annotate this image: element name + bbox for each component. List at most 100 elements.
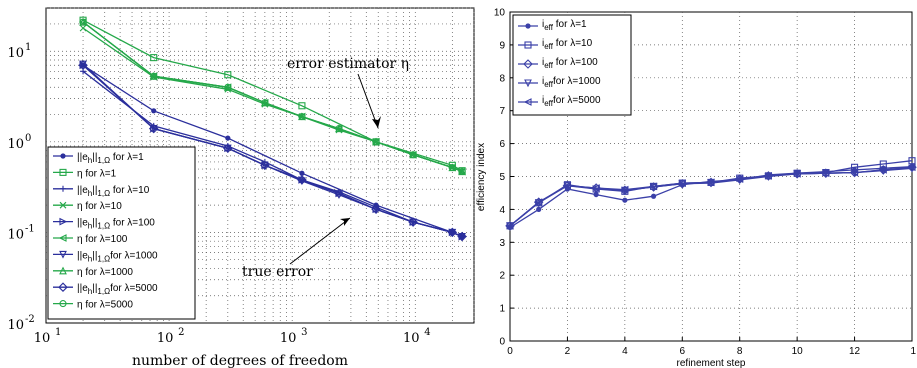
legend-marker [60, 153, 66, 159]
x-tick-label: 8 [737, 346, 743, 357]
data-point [261, 99, 269, 107]
data-point [224, 83, 232, 91]
data-point [297, 175, 307, 185]
data-point [764, 171, 772, 180]
legend-marker [58, 234, 67, 242]
data-point [563, 181, 571, 190]
data-point [224, 71, 232, 79]
data-point [150, 72, 158, 80]
legend-label: η for λ=10 [77, 201, 122, 212]
right-y-axis-label: efficiency index [476, 143, 487, 211]
legend-marker [524, 79, 532, 88]
series-line [82, 64, 463, 238]
annotation-arrowhead-estimator [372, 116, 381, 128]
y-tick-label: 7 [499, 106, 505, 117]
legend-label: iefffor λ=1000 [542, 76, 601, 89]
y-tick-label: 10 [7, 318, 24, 333]
legend-label: iefffor λ=5000 [542, 95, 601, 108]
data-point [151, 108, 157, 114]
y-tick-label: 10 [7, 137, 24, 152]
y-tick-label: 4 [499, 205, 505, 216]
data-point [371, 204, 381, 215]
legend-label: η for λ=1 [77, 168, 117, 179]
annotation-error-estimator: error estimator η [287, 56, 409, 72]
data-point [678, 179, 686, 187]
data-point [506, 222, 514, 231]
x-tick-label: 10 [792, 346, 804, 357]
y-tick-exponent: -1 [25, 223, 35, 234]
data-point [650, 193, 657, 199]
x-tick-label: 10 [280, 331, 297, 346]
right-x-axis-label: refinement step [677, 358, 746, 368]
data-point [851, 163, 859, 171]
legend-marker [523, 59, 533, 69]
data-point [225, 135, 231, 141]
legend-label: η for λ=100 [77, 234, 128, 245]
legend-marker [59, 300, 67, 308]
data-point [79, 18, 87, 26]
y-tick-label: 2 [499, 271, 505, 282]
left-legend: ||eh||1,Ω for λ=1 η for λ=1 ||eh||1,Ω for … [47, 146, 196, 320]
data-point [591, 184, 600, 192]
x-tick-label: 6 [680, 346, 686, 357]
data-point [458, 232, 467, 241]
data-point [447, 227, 458, 238]
legend-marker [523, 98, 532, 106]
legend-marker [59, 201, 67, 209]
left-series [78, 16, 467, 242]
series-line [82, 21, 463, 173]
data-point [649, 182, 658, 191]
left-chart: 10 1 10 2 10 3 10 410 -210 -110 010 1 number of deg… [7, 7, 475, 368]
y-tick-label: 6 [499, 139, 505, 150]
left-grid [46, 7, 475, 323]
annotation-arrow-true-error [289, 217, 351, 265]
data-point [79, 24, 87, 32]
y-tick-exponent: 1 [25, 42, 31, 53]
data-point [409, 151, 417, 159]
data-point [150, 124, 158, 133]
data-point [335, 191, 343, 200]
legend-marker [58, 282, 68, 292]
data-point [150, 54, 158, 62]
x-tick-exponent: 3 [301, 327, 307, 338]
data-point [706, 178, 715, 187]
annotation-arrow-estimator [357, 73, 379, 129]
annotation-true-error: true error [242, 264, 313, 280]
data-point [260, 160, 270, 171]
data-point [457, 231, 467, 242]
data-point [735, 175, 744, 184]
legend-label: η for λ=5000 [77, 300, 133, 311]
legend-marker [60, 185, 66, 192]
right-series [505, 157, 917, 231]
data-point [224, 144, 233, 153]
legend-label: ieff for λ=1 [542, 19, 587, 32]
data-point [298, 102, 306, 110]
data-point [372, 138, 380, 146]
x-tick-label: 10 [34, 331, 51, 346]
annotation-arrowhead-true-error [340, 218, 350, 226]
data-point [622, 197, 628, 203]
legend-marker [524, 41, 532, 49]
data-point [223, 143, 233, 153]
y-tick-label: 10 [7, 227, 24, 242]
data-point [261, 161, 270, 170]
data-point [850, 168, 859, 177]
data-point [821, 169, 830, 178]
x-tick-exponent: 2 [178, 327, 184, 338]
series-line [509, 166, 913, 227]
data-point [78, 60, 88, 71]
legend-marker [59, 266, 67, 275]
data-point [792, 169, 801, 178]
data-point [534, 198, 543, 207]
x-tick-label: 4 [622, 346, 628, 357]
legend-label: ||eh||1,Ωfor λ=1000 [77, 250, 158, 263]
data-point [458, 167, 466, 176]
legend-label: ieff for λ=100 [542, 57, 598, 70]
legend-box [512, 14, 632, 116]
data-point [334, 188, 344, 199]
data-point [335, 125, 343, 133]
data-point [298, 113, 306, 121]
